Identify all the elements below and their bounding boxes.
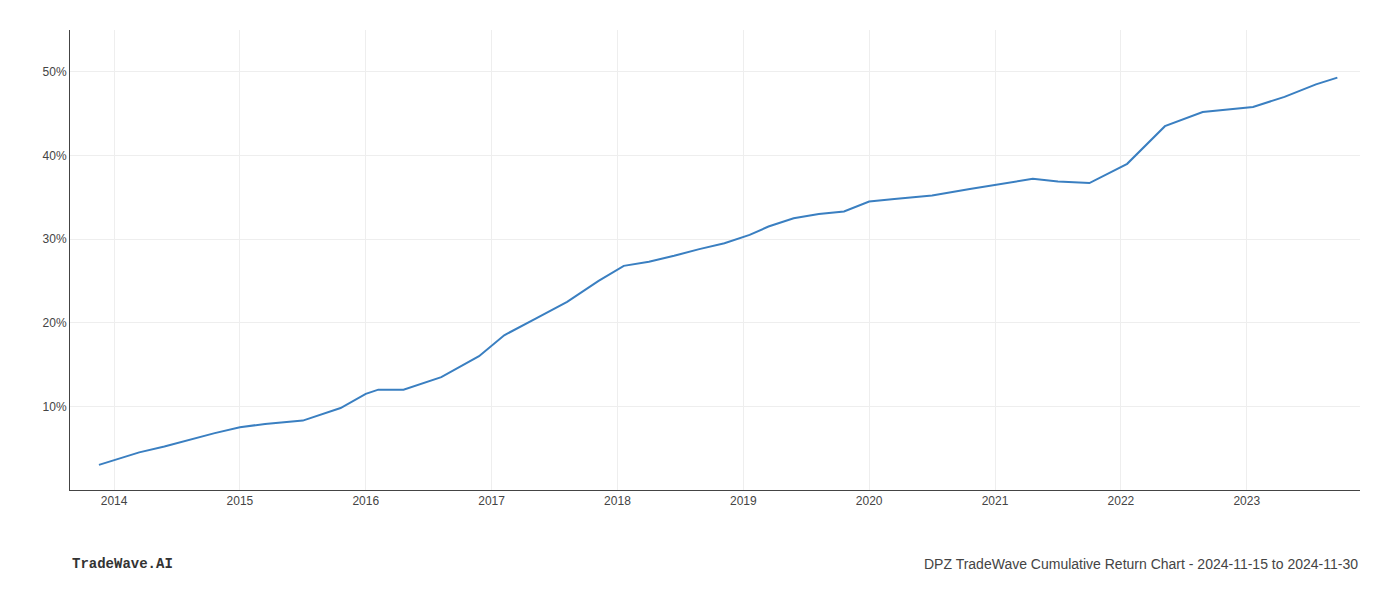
svg-text:2021: 2021 (982, 494, 1009, 508)
svg-text:DPZ TradeWave Cumulative Retur: DPZ TradeWave Cumulative Return Chart - … (924, 556, 1358, 572)
svg-text:2016: 2016 (352, 494, 379, 508)
svg-text:2022: 2022 (1108, 494, 1135, 508)
svg-text:20%: 20% (43, 316, 67, 330)
svg-text:10%: 10% (43, 400, 67, 414)
svg-text:2014: 2014 (101, 494, 128, 508)
svg-text:2015: 2015 (227, 494, 254, 508)
svg-text:2023: 2023 (1233, 494, 1260, 508)
svg-text:2017: 2017 (478, 494, 505, 508)
svg-text:TradeWave.AI: TradeWave.AI (72, 556, 173, 572)
svg-text:2019: 2019 (730, 494, 757, 508)
svg-text:50%: 50% (43, 65, 67, 79)
svg-text:40%: 40% (43, 149, 67, 163)
svg-text:30%: 30% (43, 232, 67, 246)
svg-text:2018: 2018 (604, 494, 631, 508)
svg-text:2020: 2020 (856, 494, 883, 508)
